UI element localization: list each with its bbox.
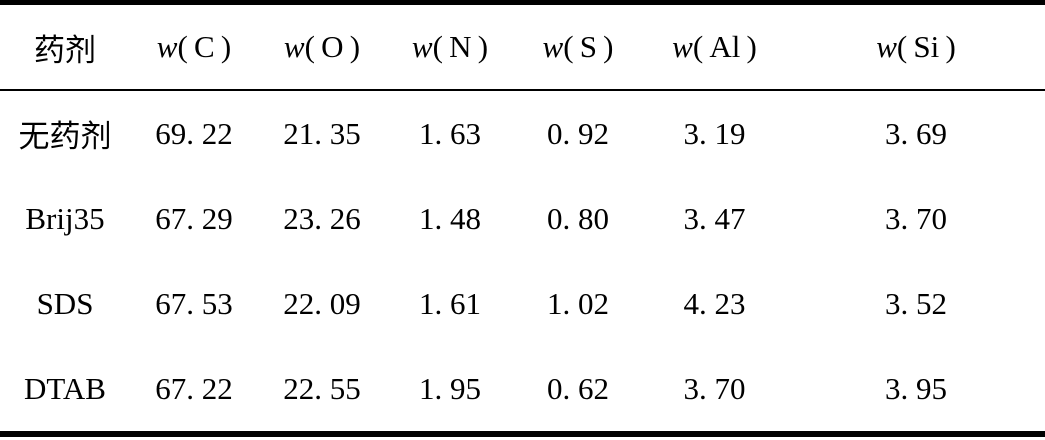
math-var-w: w [876, 29, 897, 64]
cell-value: 22. 55 [283, 370, 361, 406]
cell-value: 22. 09 [283, 285, 361, 321]
column-header-label: ( S ) [563, 29, 614, 64]
cell-value: 3. 19 [683, 115, 746, 151]
math-var-w: w [672, 29, 693, 64]
cell-value: 3. 69 [885, 115, 947, 151]
cell-value: 1. 61 [419, 285, 481, 321]
header-row: 药剂 w( C ) w( O ) w( N ) w( S ) w( Al ) w… [0, 2, 1045, 91]
row-label: SDS [36, 285, 94, 321]
column-header-w-al: w( Al ) [642, 2, 787, 91]
math-var-w: w [542, 29, 564, 64]
cell-value: 3. 70 [683, 370, 746, 406]
cell-value: 0. 92 [547, 115, 609, 151]
column-header-label: ( O ) [304, 29, 361, 64]
math-var-w: w [411, 29, 433, 64]
cell-value: 1. 48 [419, 200, 481, 236]
math-var-w: w [156, 29, 178, 64]
column-header-w-c: w( C ) [130, 2, 258, 91]
column-header-reagent: 药剂 [0, 2, 130, 91]
column-header-w-si: w( Si ) [787, 2, 1045, 91]
cell-value: 0. 80 [547, 200, 609, 236]
column-header-w-n: w( N ) [386, 2, 514, 91]
table-row-brij35: Brij35 67. 29 23. 26 1. 48 0. 80 3. 47 3… [0, 176, 1045, 261]
table-row-sds: SDS 67. 53 22. 09 1. 61 1. 02 4. 23 3. 5… [0, 261, 1045, 346]
cell-value: 23. 26 [283, 200, 361, 236]
column-header-label: ( N ) [432, 29, 489, 64]
column-header-label: ( C ) [177, 29, 232, 64]
table-row-dtab: DTAB 67. 22 22. 55 1. 95 0. 62 3. 70 3. … [0, 346, 1045, 434]
cell-value: 69. 22 [155, 115, 233, 151]
math-var-w: w [283, 29, 305, 64]
column-header-w-o: w( O ) [258, 2, 386, 91]
cell-value: 1. 02 [547, 285, 609, 321]
cell-value: 3. 95 [885, 370, 947, 406]
cell-value: 1. 95 [419, 370, 481, 406]
row-label: Brij35 [25, 200, 105, 236]
column-header-label: 药剂 [34, 32, 96, 68]
cell-value: 3. 47 [683, 200, 746, 236]
row-label: 无药剂 [18, 119, 112, 154]
cell-value: 67. 53 [155, 285, 233, 321]
column-header-w-s: w( S ) [514, 2, 642, 91]
cell-value: 1. 63 [419, 115, 481, 151]
column-header-label: ( Si ) [896, 29, 956, 64]
cell-value: 0. 62 [547, 370, 609, 406]
cell-value: 67. 22 [155, 370, 233, 406]
cell-value: 4. 23 [683, 285, 746, 321]
cell-value: 67. 29 [155, 200, 233, 236]
column-header-label: ( Al ) [692, 29, 757, 64]
cell-value: 21. 35 [283, 115, 361, 151]
table-row-no-reagent: 无药剂 69. 22 21. 35 1. 63 0. 92 3. 19 3. 6… [0, 90, 1045, 176]
row-label: DTAB [24, 370, 106, 406]
cell-value: 3. 70 [885, 200, 947, 236]
cell-value: 3. 52 [885, 285, 947, 321]
